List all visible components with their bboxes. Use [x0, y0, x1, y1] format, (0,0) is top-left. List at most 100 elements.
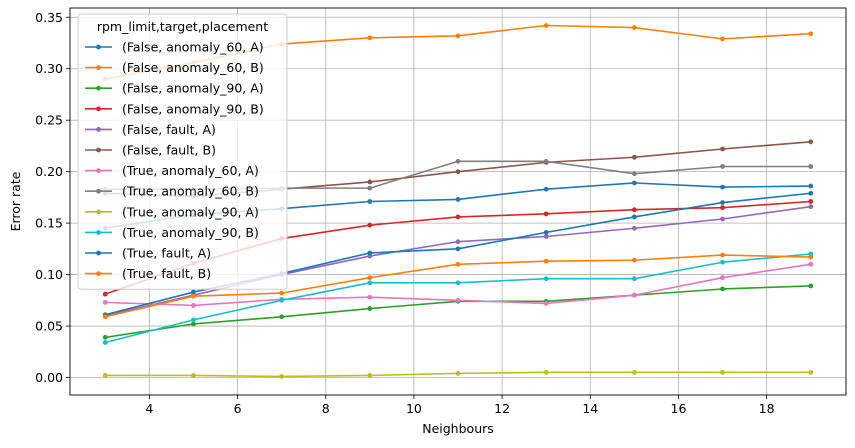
y-tick-label: 0.05: [35, 319, 63, 334]
legend-label: (True, fault, A): [122, 246, 211, 261]
data-point: [279, 314, 285, 320]
data-point: [191, 317, 196, 323]
data-point: [631, 25, 637, 30]
legend-swatch-marker: [96, 188, 101, 194]
series-9: [102, 251, 814, 345]
legend-label: (False, anomaly_90, B): [122, 101, 264, 116]
data-point: [102, 340, 108, 345]
data-point: [720, 205, 725, 211]
data-point: [455, 214, 461, 220]
series-11: [102, 252, 814, 320]
data-point: [631, 207, 637, 213]
y-tick-label: 0.10: [35, 267, 63, 282]
data-point: [720, 216, 725, 222]
legend-item: (True, fault, B): [85, 266, 211, 281]
y-tick-label: 0.20: [35, 164, 63, 179]
data-point: [631, 369, 637, 375]
data-point: [455, 370, 461, 376]
data-point: [720, 36, 725, 42]
data-point: [720, 252, 725, 258]
y-axis-title: Error rate: [8, 171, 23, 231]
data-point: [808, 139, 814, 145]
legend-item: (True, anomaly_90, B): [85, 225, 259, 240]
y-tick-label: 0.00: [35, 370, 63, 385]
data-point: [191, 373, 196, 378]
data-point: [367, 199, 373, 204]
data-point: [720, 184, 725, 190]
data-point: [455, 261, 461, 267]
legend-item: (False, fault, B): [85, 143, 216, 158]
legend-item: (False, anomaly_60, A): [85, 40, 264, 55]
plot-frame: [69, 7, 847, 396]
data-point: [631, 276, 637, 282]
x-tick-label: 16: [671, 401, 687, 416]
data-point: [720, 369, 725, 375]
legend-item: (True, anomaly_60, A): [85, 163, 259, 178]
y-tick-label: 0.25: [35, 113, 63, 128]
data-point: [808, 183, 814, 189]
data-point: [720, 286, 725, 292]
x-tick-label: 8: [322, 401, 330, 416]
data-point: [102, 299, 108, 305]
legend-item: (False, anomaly_90, B): [85, 101, 264, 116]
legend-items: (False, anomaly_60, A) (False, anomaly_60…: [85, 40, 264, 281]
legend-item: (True, fault, A): [85, 246, 211, 261]
data-point: [631, 154, 637, 160]
legend-label: (False, anomaly_60, A): [122, 40, 264, 55]
data-point: [455, 33, 461, 39]
data-point: [191, 321, 196, 327]
data-point: [102, 314, 108, 320]
data-point: [808, 199, 814, 204]
data-point: [808, 204, 814, 210]
legend: rpm_limit,target,placement (False, anoma…: [77, 13, 288, 290]
legend-label: (True, anomaly_90, A): [122, 204, 259, 219]
legend-title: rpm_limit,target,placement: [97, 19, 268, 34]
data-point: [102, 291, 108, 297]
data-point: [279, 297, 285, 303]
data-point: [367, 306, 373, 311]
legend-label: (False, fault, B): [122, 143, 216, 158]
data-point: [543, 23, 549, 28]
legend-swatch-marker: [96, 168, 101, 174]
data-point: [720, 200, 725, 205]
data-point: [102, 334, 108, 340]
data-point: [808, 261, 814, 267]
legend-box: [77, 13, 288, 290]
data-point: [455, 158, 461, 164]
data-point: [455, 280, 461, 286]
data-point: [631, 292, 637, 298]
legend-item: (False, anomaly_90, A): [85, 81, 264, 96]
data-point: [543, 186, 549, 192]
legend-label: (False, fault, A): [122, 122, 216, 137]
data-point: [455, 197, 461, 202]
data-point: [455, 169, 461, 175]
grid: [70, 8, 846, 395]
legend-swatch-marker: [96, 250, 101, 256]
data-point: [808, 31, 814, 37]
legend-item: (False, anomaly_60, B): [85, 60, 264, 75]
data-point: [191, 289, 196, 295]
data-point: [631, 171, 637, 177]
legend-swatch-marker: [96, 44, 101, 50]
y-tick-label: 0.15: [35, 216, 63, 231]
data-point: [808, 254, 814, 260]
x-axis: 4 6 8 10 12 14 16 18: [145, 395, 775, 416]
data-point: [191, 303, 196, 308]
legend-label: (False, anomaly_60, B): [122, 60, 264, 75]
legend-swatch-marker: [96, 271, 101, 276]
legend-swatch-marker: [96, 230, 101, 235]
data-point: [543, 158, 549, 164]
legend-item: (True, anomaly_90, A): [85, 204, 259, 219]
data-point: [455, 297, 461, 303]
data-point: [191, 293, 196, 299]
x-tick-label: 14: [582, 401, 598, 416]
legend-swatch-marker: [96, 106, 101, 112]
legend-label: (True, fault, B): [122, 266, 211, 281]
series-8: [102, 369, 814, 379]
legend-swatch-marker: [96, 65, 101, 70]
data-point: [543, 258, 549, 264]
data-point: [543, 229, 549, 235]
data-point: [279, 374, 285, 379]
legend-label: (False, anomaly_90, A): [122, 81, 264, 96]
data-point: [455, 239, 461, 245]
